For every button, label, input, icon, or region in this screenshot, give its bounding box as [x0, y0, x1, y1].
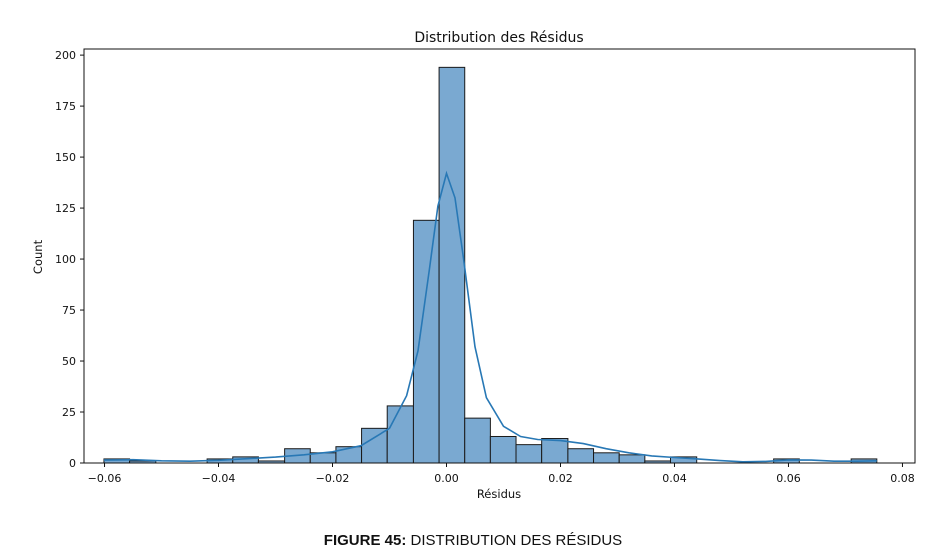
y-tick-label: 0 [69, 457, 76, 470]
y-tick-label: 25 [62, 406, 76, 419]
x-tick-label: −0.04 [202, 472, 236, 485]
histogram-bar [593, 452, 620, 464]
y-tick-label: 50 [62, 355, 76, 368]
histogram-bar [438, 66, 466, 464]
histogram-bar [541, 438, 569, 464]
y-axis-label: Count [31, 239, 45, 274]
y-tick-label: 125 [55, 202, 76, 215]
x-tick-label: 0.00 [434, 472, 459, 485]
y-tick-label: 175 [55, 100, 76, 113]
y-axis-ticks: 0 25 50 75 100 125 150 175 200 [55, 49, 84, 470]
x-tick-label: 0.02 [548, 472, 573, 485]
x-tick-label: −0.02 [316, 472, 350, 485]
y-tick-label: 150 [55, 151, 76, 164]
x-tick-label: 0.04 [662, 472, 687, 485]
figure-caption-label: FIGURE 45: [323, 532, 407, 549]
histogram-bar [412, 219, 440, 464]
histogram-bar [464, 417, 491, 464]
x-tick-label: −0.06 [88, 472, 122, 485]
y-tick-label: 75 [62, 304, 76, 317]
histogram-bar [386, 405, 414, 464]
histogram-bar [567, 448, 595, 464]
histogram-bar [361, 427, 388, 464]
y-tick-label: 100 [55, 253, 76, 266]
x-tick-label: 0.06 [776, 472, 801, 485]
figure-caption-text: DISTRIBUTION DES RÉSIDUS [410, 532, 623, 549]
plot-frame [83, 48, 916, 464]
x-tick-label: 0.08 [890, 472, 915, 485]
figure-caption: FIGURE 45: DISTRIBUTION DES RÉSIDUS [0, 532, 946, 549]
kde-curve [103, 170, 877, 463]
x-axis-label: Résidus [477, 487, 521, 501]
y-tick-label: 200 [55, 49, 76, 62]
histogram-bars [103, 66, 878, 464]
histogram-bar [618, 454, 646, 464]
histogram-chart: Distribution des Résidus −0.06 −0.04 −0.02… [31, 30, 916, 501]
histogram-bar [489, 435, 517, 464]
x-axis-ticks: −0.06 −0.04 −0.02 0.00 0.02 0.04 0.06 0.08 [88, 463, 915, 485]
histogram-bar [515, 444, 543, 464]
chart-title: Distribution des Résidus [414, 30, 583, 46]
